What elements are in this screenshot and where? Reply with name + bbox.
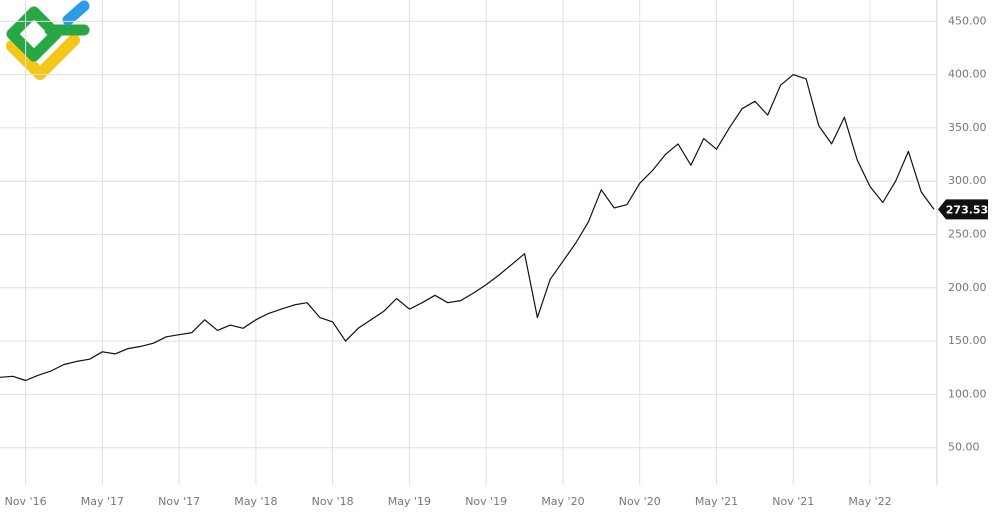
x-tick-label: May '18 — [234, 495, 277, 508]
y-tick-label: 100.00 — [948, 387, 987, 400]
x-tick-label: May '22 — [848, 495, 891, 508]
logo — [6, 0, 90, 80]
x-tick-label: Nov '18 — [312, 495, 354, 508]
price-line — [0, 74, 935, 382]
x-tick-label: Nov '17 — [158, 495, 200, 508]
x-tick-label: Nov '19 — [465, 495, 507, 508]
x-tick-label: Nov '21 — [772, 495, 814, 508]
x-tick-label: Nov '20 — [619, 495, 661, 508]
x-tick-label: May '17 — [81, 495, 124, 508]
x-tick-label: May '20 — [541, 495, 584, 508]
x-tick-label: May '21 — [695, 495, 738, 508]
y-tick-label: 450.00 — [948, 14, 987, 27]
last-price-box — [938, 199, 988, 220]
x-tick-label: May '19 — [388, 495, 431, 508]
y-tick-label: 300.00 — [948, 174, 987, 187]
last-price-label: 273.53 — [946, 203, 988, 216]
y-tick-label: 150.00 — [948, 334, 987, 347]
y-tick-label: 350.00 — [948, 121, 987, 134]
y-tick-label: 200.00 — [948, 281, 987, 294]
last-price-tag: 273.53 — [938, 199, 988, 220]
y-tick-label: 400.00 — [948, 68, 987, 81]
x-tick-label: Nov '16 — [5, 495, 47, 508]
y-tick-label: 250.00 — [948, 228, 987, 241]
y-tick-label: 50.00 — [948, 441, 980, 454]
